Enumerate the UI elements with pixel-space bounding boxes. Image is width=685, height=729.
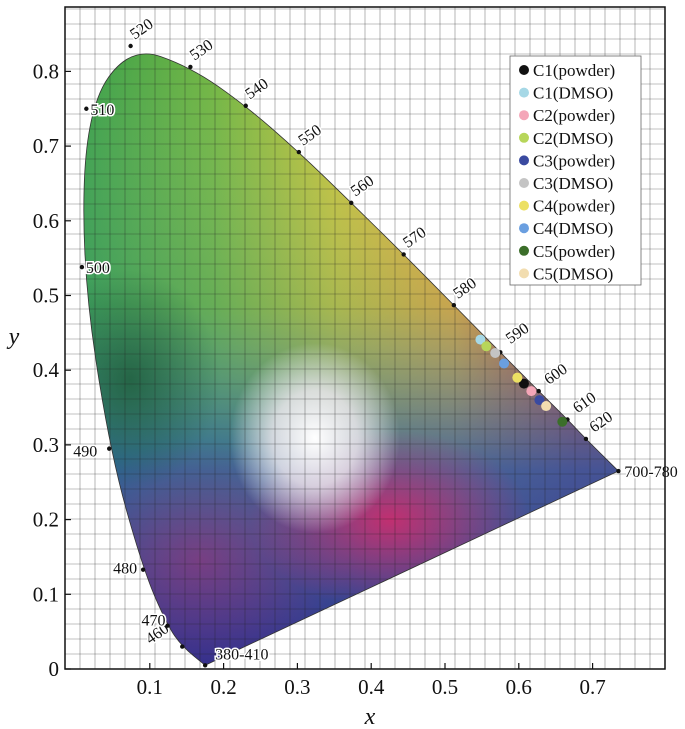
wavelength-marker xyxy=(296,149,302,155)
x-tick-label: 0.4 xyxy=(358,675,385,699)
x-axis: 0.1 0.2 0.3 0.4 0.5 0.6 0.7 xyxy=(137,663,606,699)
wavelength-marker xyxy=(451,303,457,308)
wavelength-label: 480 xyxy=(113,561,137,578)
wavelength-marker xyxy=(165,623,170,628)
y-tick-label: 0.3 xyxy=(33,433,59,457)
legend: C1(powder) C1(DMSO) C2(powder) C2(DMSO) C3(p… xyxy=(509,55,642,286)
wavelength-labels: 380-410460470480490500510520530540550560… xyxy=(72,14,679,668)
legend-marker xyxy=(519,245,529,256)
legend-marker xyxy=(519,132,529,143)
wavelength-label: 490 xyxy=(73,444,97,461)
y-axis: 0 0.1 0.2 0.3 0.4 0.5 0.6 0.7 0.8 xyxy=(33,59,71,681)
wavelength-marker xyxy=(107,446,112,451)
data-point xyxy=(557,416,568,427)
wavelength-marker xyxy=(79,264,85,270)
wavelength-marker xyxy=(180,644,185,649)
legend-label: C2(powder) xyxy=(533,106,615,125)
wavelength-label: 380-410 xyxy=(215,646,268,663)
data-point xyxy=(512,372,523,383)
legend-marker xyxy=(519,223,529,234)
x-tick-label: 0.6 xyxy=(506,675,532,699)
wavelength-label: 500 xyxy=(86,260,110,277)
spectral-locus-outline xyxy=(83,53,620,666)
y-tick-label: 0 xyxy=(49,657,60,681)
x-tick-label: 0.3 xyxy=(284,675,310,699)
data-point xyxy=(518,378,529,389)
y-tick-label: 0.7 xyxy=(33,134,59,158)
legend-label: C1(powder) xyxy=(533,61,615,80)
x-axis-title: x xyxy=(364,704,376,729)
y-tick-label: 0.8 xyxy=(33,59,59,83)
y-axis-title: y xyxy=(7,324,20,350)
legend-box xyxy=(509,55,642,286)
data-point xyxy=(526,386,537,397)
wavelength-marker xyxy=(140,567,146,572)
wavelength-marker xyxy=(128,43,133,49)
legend-marker xyxy=(519,110,529,121)
wavelength-marker xyxy=(616,468,621,474)
y-tick-label: 0.2 xyxy=(33,508,59,532)
data-point xyxy=(475,334,486,345)
legend-marker xyxy=(519,87,529,98)
legend-label: C2(DMSO) xyxy=(533,129,613,148)
data-points xyxy=(475,334,568,427)
legend-label: C1(DMSO) xyxy=(533,84,613,103)
wavelength-marker xyxy=(583,436,589,442)
legend-label: C3(DMSO) xyxy=(533,174,613,193)
data-point xyxy=(541,401,552,412)
legend-marker xyxy=(519,178,529,188)
data-point xyxy=(490,348,501,359)
y-tick-label: 0.1 xyxy=(33,582,59,606)
legend-marker xyxy=(519,65,529,75)
data-point xyxy=(481,341,492,352)
x-tick-label: 0.2 xyxy=(210,675,236,699)
y-tick-label: 0.5 xyxy=(33,284,59,308)
wavelength-marker xyxy=(401,252,406,257)
wavelength-label: 700-780 xyxy=(624,464,677,481)
wavelength-marker xyxy=(188,64,193,70)
wavelength-marker xyxy=(536,388,541,394)
legend-marker xyxy=(519,155,529,166)
data-point xyxy=(499,358,510,369)
legend-label: C3(powder) xyxy=(533,151,615,170)
y-tick-label: 0.4 xyxy=(33,358,60,382)
legend-label: C4(powder) xyxy=(533,197,615,216)
wavelength-marker xyxy=(243,103,248,108)
legend-label: C4(DMSO) xyxy=(533,219,613,238)
legend-marker xyxy=(519,268,529,279)
y-tick-label: 0.6 xyxy=(33,209,59,233)
legend-label: C5(DMSO) xyxy=(533,264,613,283)
x-tick-label: 0.7 xyxy=(579,675,605,699)
x-tick-label: 0.1 xyxy=(137,675,163,699)
data-point xyxy=(534,395,545,406)
wavelength-label: 510 xyxy=(90,102,114,119)
plot-frame xyxy=(64,6,666,670)
wavelength-marker xyxy=(84,106,89,111)
wavelength-marker xyxy=(202,663,208,668)
legend-marker xyxy=(519,200,529,211)
x-tick-label: 0.5 xyxy=(432,675,458,699)
wavelength-label: 470 xyxy=(142,613,166,630)
legend-label: C5(powder) xyxy=(533,242,615,261)
wavelength-marker xyxy=(349,200,354,206)
